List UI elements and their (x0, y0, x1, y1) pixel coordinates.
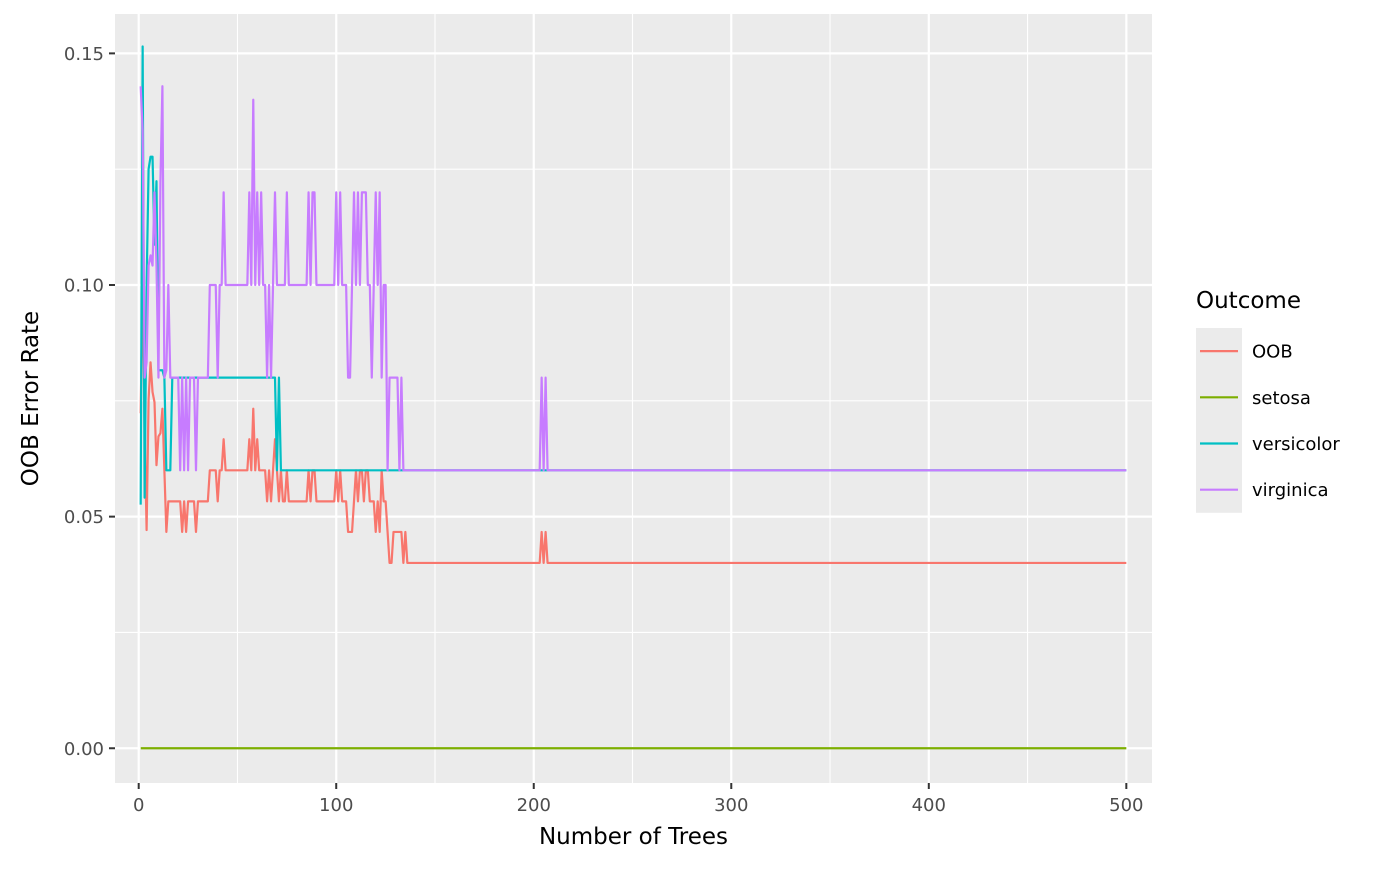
series-line-versicolor (139, 45, 1127, 505)
x-tick-label: 500 (1109, 795, 1143, 816)
series-line-virginica (139, 85, 1127, 472)
x-tick-label: 400 (912, 795, 946, 816)
y-tick-label: 0.05 (64, 507, 104, 528)
y-tick-label: 0.10 (64, 276, 104, 297)
x-axis-title: Number of Trees (539, 824, 728, 850)
x-tick-label: 300 (714, 795, 748, 816)
plot-panel (115, 14, 1152, 783)
y-axis-ticks: 0.00 0.05 0.10 0.15 (64, 44, 115, 760)
legend-title: Outcome (1196, 288, 1301, 314)
series-lines (139, 45, 1127, 750)
y-axis-title: OOB Error Rate (18, 311, 44, 486)
legend-keys-background (1196, 328, 1242, 513)
legend-items: OOB setosa versicolor virginica (1200, 342, 1340, 501)
y-tick-label: 0.15 (64, 44, 104, 65)
y-tick-label: 0.00 (64, 739, 104, 760)
x-tick-label: 0 (133, 795, 144, 816)
minor-gridlines (115, 14, 1152, 783)
x-axis-ticks: 0 100 200 300 400 500 (133, 783, 1144, 816)
legend-label-virginica: virginica (1252, 480, 1329, 501)
legend-label-OOB: OOB (1252, 342, 1293, 363)
legend: Outcome OOB setosa versicolor virginica (1196, 288, 1340, 513)
legend-label-setosa: setosa (1252, 388, 1311, 409)
x-tick-label: 100 (319, 795, 353, 816)
x-tick-label: 200 (517, 795, 551, 816)
series-line-OOB (139, 272, 1127, 565)
legend-label-versicolor: versicolor (1252, 434, 1340, 455)
